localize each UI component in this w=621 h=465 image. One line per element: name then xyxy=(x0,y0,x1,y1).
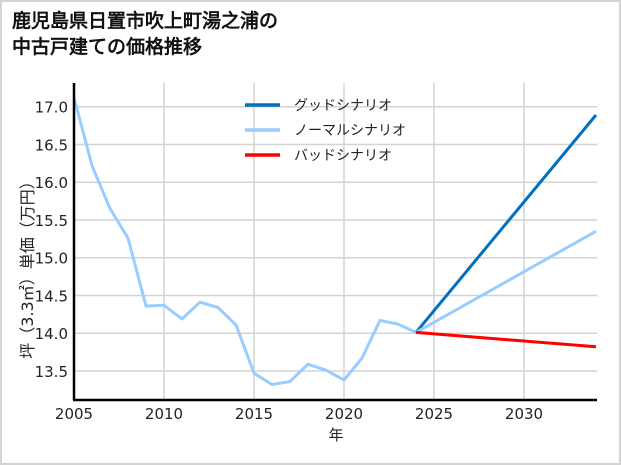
legend-label: バッドシナリオ xyxy=(294,148,392,164)
y-tick-label: 13.5 xyxy=(35,363,68,381)
y-tick-label: 16.5 xyxy=(35,136,68,154)
x-tick-label: 2015 xyxy=(235,405,273,423)
bad-scenario-line xyxy=(415,330,597,349)
historical-line xyxy=(72,97,417,386)
data-lines xyxy=(72,97,598,386)
legend-item-good: グッドシナリオ xyxy=(245,98,392,114)
legend-label: ノーマルシナリオ xyxy=(294,123,406,139)
good-scenario-line xyxy=(414,114,598,334)
x-axis-ticks: 2005 2010 2015 2020 2025 2030 xyxy=(55,405,543,423)
y-tick-label: 15.5 xyxy=(35,212,68,230)
y-tick-label: 14.0 xyxy=(35,325,68,343)
y-tick-label: 16.0 xyxy=(35,174,68,192)
x-tick-label: 2020 xyxy=(325,405,363,423)
y-tick-label: 15.0 xyxy=(35,250,68,268)
x-tick-label: 2030 xyxy=(505,405,543,423)
title-line-2: 中古戸建ての価格推移 xyxy=(12,36,203,58)
legend-item-normal: ノーマルシナリオ xyxy=(245,123,406,139)
y-tick-label: 14.5 xyxy=(35,287,68,305)
legend-item-bad: バッドシナリオ xyxy=(245,148,392,164)
normal-scenario-line xyxy=(415,229,597,334)
y-axis-label: 坪（3.3㎡）単価（万円） xyxy=(18,173,37,358)
legend-label: グッドシナリオ xyxy=(294,98,392,114)
y-axis-ticks: 13.5 14.0 14.5 15.0 15.5 16.0 16.5 17.0 xyxy=(35,99,68,381)
y-tick-label: 17.0 xyxy=(35,99,68,117)
x-tick-label: 2005 xyxy=(55,405,93,423)
x-tick-label: 2010 xyxy=(145,405,183,423)
chart-title: 鹿児島県日置市吹上町湯之浦の 中古戸建ての価格推移 xyxy=(12,8,278,60)
title-line-1: 鹿児島県日置市吹上町湯之浦の xyxy=(12,10,279,32)
x-tick-label: 2025 xyxy=(415,405,453,423)
x-axis-label: 年 xyxy=(328,426,343,444)
